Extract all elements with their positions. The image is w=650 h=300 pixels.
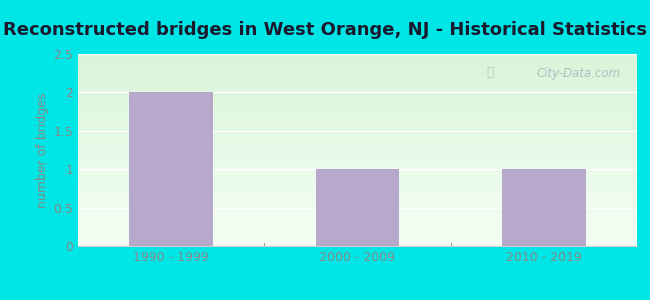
Bar (316, 169, 399, 246)
Text: City-Data.com: City-Data.com (536, 68, 620, 80)
Text: Ⓜ: Ⓜ (486, 67, 493, 80)
Bar (502, 169, 586, 246)
Y-axis label: number of bridges: number of bridges (36, 92, 49, 208)
Text: Reconstructed bridges in West Orange, NJ - Historical Statistics: Reconstructed bridges in West Orange, NJ… (3, 21, 647, 39)
Bar (129, 92, 213, 246)
